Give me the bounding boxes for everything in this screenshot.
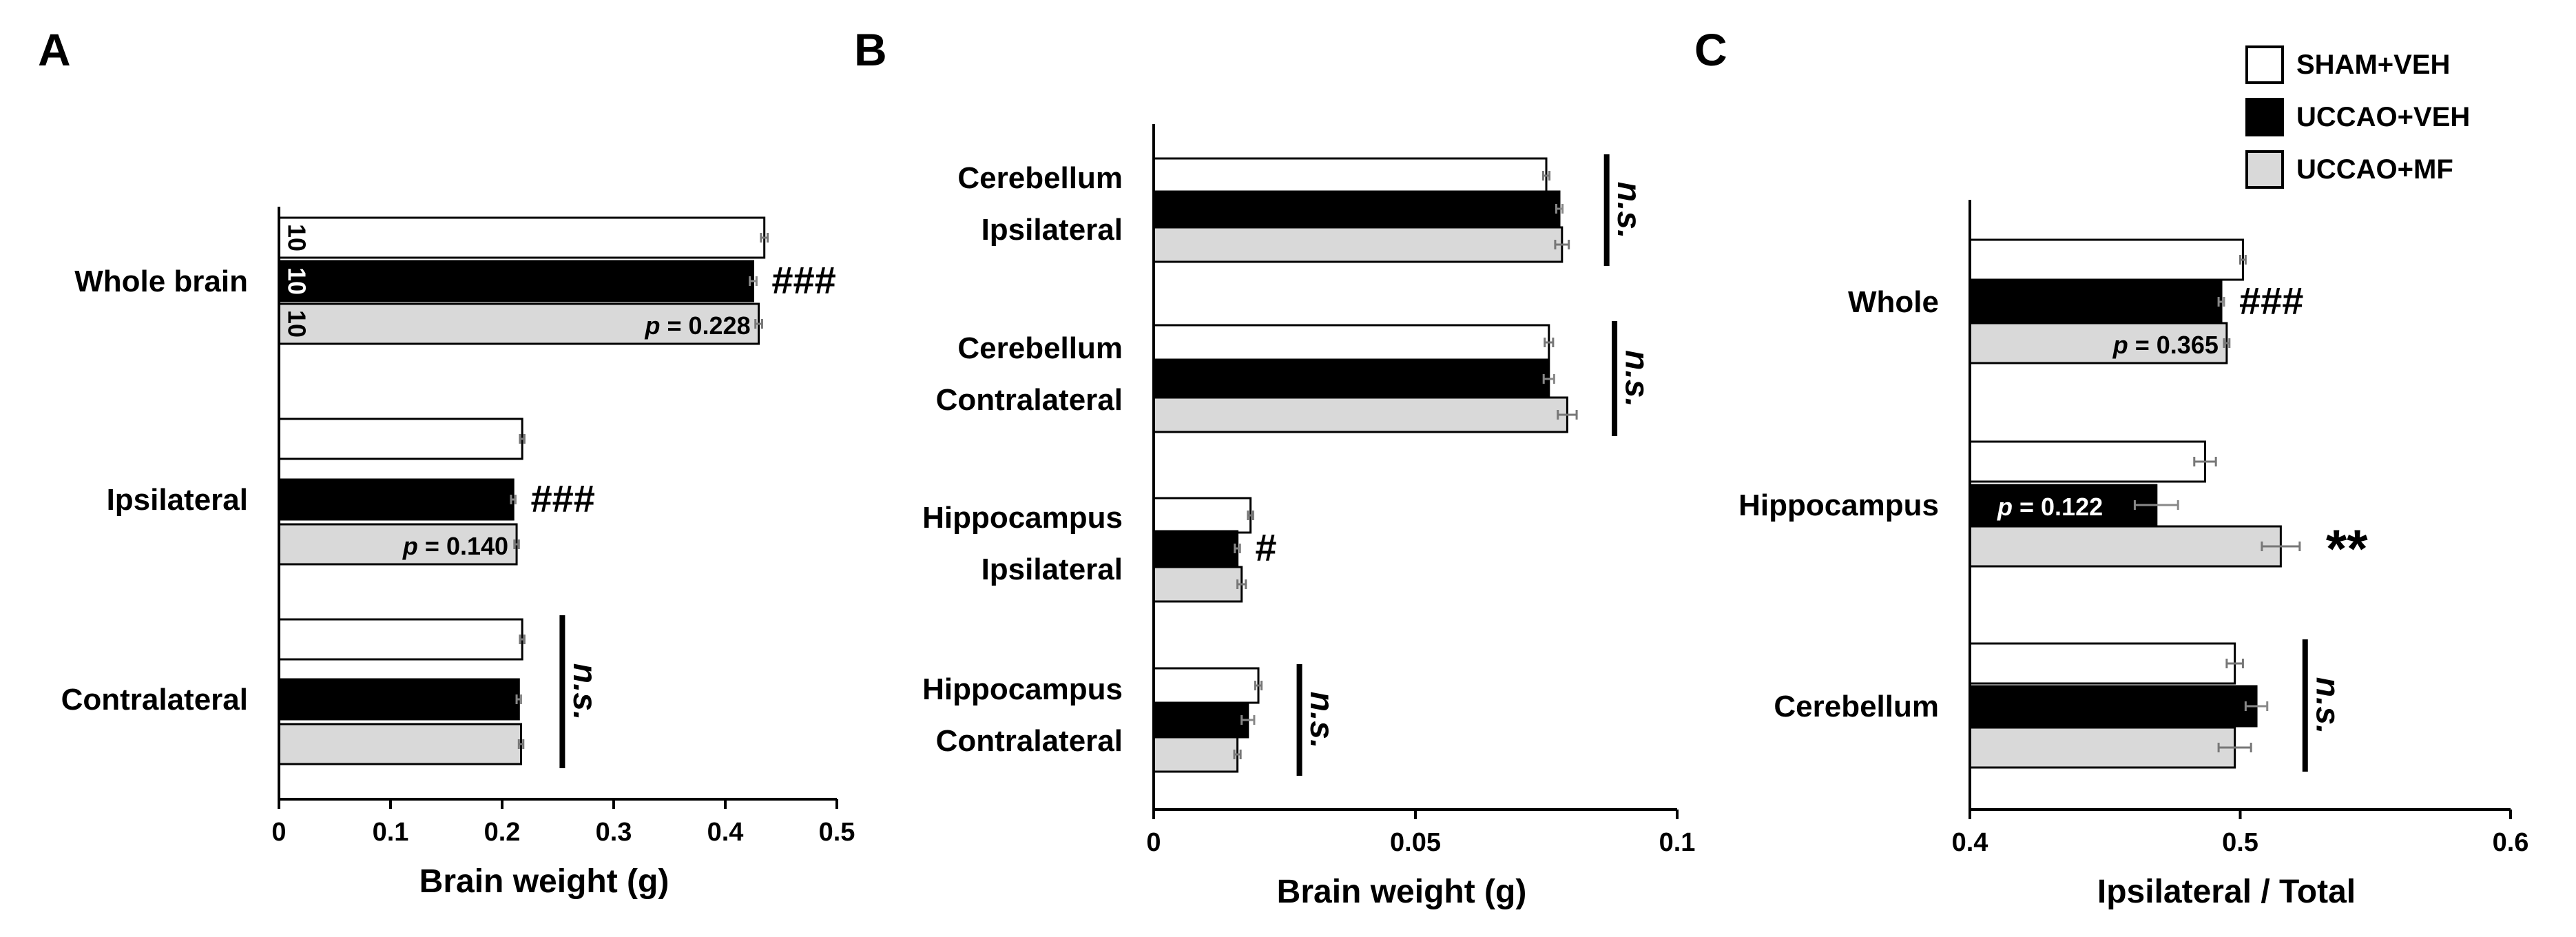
bar	[1152, 736, 1239, 773]
bar	[1152, 360, 1550, 398]
n-label: 10	[283, 267, 311, 295]
x-axis-label: Brain weight (g)	[419, 863, 669, 900]
panel-letter: A	[38, 24, 71, 75]
x-tick-label: 0.2	[484, 818, 521, 847]
legend-swatch	[2245, 45, 2284, 84]
x-axis-label: Brain weight (g)	[1277, 874, 1527, 910]
panel-C: C Whole Hippocampus Cerebellum 0.4 0.5 0.6 Ipsi…	[1694, 24, 2528, 910]
significance-hash: ###	[2239, 279, 2303, 322]
bar	[278, 678, 520, 721]
bar	[1152, 530, 1239, 567]
bar	[278, 260, 754, 302]
bar	[1969, 484, 2158, 526]
category-label: Ipsilateral	[107, 483, 248, 517]
category-group	[1969, 440, 2301, 568]
category-group	[1152, 667, 1263, 773]
bar	[278, 723, 523, 765]
bar	[1152, 566, 1243, 603]
panels: A Whole brain Ipsilateral Contralateral 10 10…	[38, 24, 2528, 910]
ns-label: n.s.	[2309, 677, 2345, 734]
category-label: Contralateral	[61, 683, 248, 717]
category-label: Cerebellum	[1774, 690, 1939, 723]
category-group	[1152, 497, 1254, 603]
category-label: Cerebellum	[957, 331, 1123, 365]
category-label: Whole	[1848, 285, 1939, 319]
p-value-label: p = 0.365	[2112, 331, 2219, 359]
x-tick-label: 0.3	[596, 818, 632, 847]
bar	[1152, 157, 1548, 194]
bar	[278, 523, 518, 566]
ns-label: n.s.	[1303, 692, 1340, 749]
x-tick-label: 0.5	[2222, 828, 2258, 857]
category-group	[278, 618, 526, 765]
category-label: Ipsilateral	[981, 553, 1123, 586]
bar	[1969, 685, 2258, 728]
x-tick-label: 0.05	[1390, 828, 1441, 857]
significance-hash: ###	[530, 477, 594, 520]
x-axis-label: Ipsilateral / Total	[2097, 874, 2356, 910]
legend: SHAM+VEH UCCAO+VEH UCCAO+MF	[2245, 45, 2470, 189]
significance-hash: ###	[771, 258, 835, 302]
category-label: Hippocampus	[922, 501, 1123, 535]
category-label: Cerebellum	[957, 161, 1123, 195]
significance-stars: **	[2326, 518, 2368, 579]
panel-letter: B	[854, 24, 887, 75]
bar	[1969, 440, 2206, 483]
p-value-label: p = 0.228	[644, 311, 750, 340]
bar	[1969, 280, 2223, 323]
ns-label: n.s.	[1610, 182, 1647, 239]
n-label: 10	[283, 310, 311, 338]
ns-label: n.s.	[566, 663, 603, 721]
p-value-label: p = 0.140	[402, 532, 508, 560]
category-group	[1969, 642, 2269, 769]
legend-swatch	[2245, 98, 2284, 136]
ns-label: n.s.	[1619, 350, 1655, 407]
bar	[1152, 226, 1564, 263]
x-tick-label: 0.1	[373, 818, 409, 847]
bar	[1152, 701, 1249, 739]
bar	[1969, 726, 2236, 769]
x-tick-label: 0.4	[707, 818, 744, 847]
bar	[1152, 667, 1260, 704]
category-group	[278, 418, 526, 566]
legend-swatch	[2245, 150, 2284, 189]
significance-hash: #	[1255, 526, 1276, 569]
category-label: Hippocampus	[1738, 488, 1939, 522]
x-tick-label: 0.1	[1659, 828, 1696, 857]
legend-label: UCCAO+MF	[2296, 154, 2453, 185]
x-tick-label: 0.4	[1952, 828, 1988, 857]
category-label: Ipsilateral	[981, 213, 1123, 247]
p-value-label: p = 0.122	[1997, 493, 2103, 521]
bar	[1969, 642, 2236, 685]
n-label: 10	[283, 224, 311, 251]
bar	[278, 618, 523, 661]
bar	[1152, 324, 1550, 361]
category-label: Contralateral	[936, 383, 1123, 417]
panel-A: A Whole brain Ipsilateral Contralateral 10 10…	[38, 24, 855, 900]
legend-label: SHAM+VEH	[2296, 50, 2450, 80]
x-tick-label: 0	[271, 818, 286, 847]
bar	[278, 478, 515, 521]
x-tick-label: 0.6	[2493, 828, 2529, 857]
category-group	[1152, 157, 1570, 263]
panel-letter: C	[1694, 24, 1727, 75]
bar	[278, 418, 523, 460]
category-label: Hippocampus	[922, 672, 1123, 706]
bar	[1152, 190, 1561, 227]
x-tick-label: 0.5	[819, 818, 855, 847]
bar	[1152, 396, 1568, 433]
category-group	[278, 216, 769, 345]
panel-B: B Cerebellum Ipsilateral Cerebellum Contrala…	[854, 24, 1695, 910]
bar	[278, 216, 766, 259]
bar	[1969, 238, 2244, 281]
bar	[1969, 525, 2282, 568]
x-tick-label: 0	[1146, 828, 1161, 857]
bar	[1152, 497, 1252, 534]
category-group	[1152, 324, 1578, 433]
category-label: Contralateral	[936, 724, 1123, 758]
category-label: Whole brain	[74, 265, 248, 298]
legend-label: UCCAO+VEH	[2296, 102, 2470, 132]
